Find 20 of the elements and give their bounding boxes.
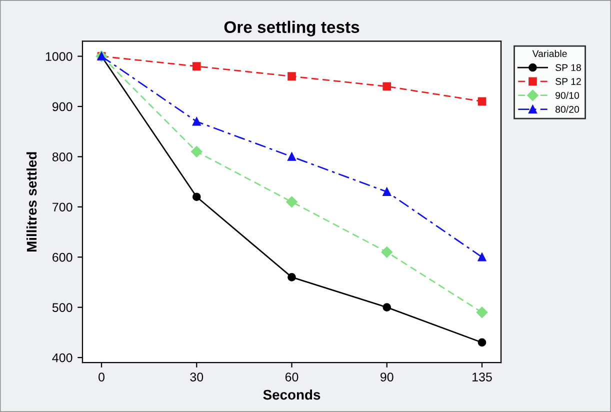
- x-axis-title: Seconds: [263, 389, 320, 400]
- legend-label: SP 18: [556, 64, 581, 72]
- y-tick-label: 800: [52, 152, 72, 162]
- y-tick-label: 600: [52, 252, 72, 262]
- legend-label: 80/20: [556, 106, 580, 113]
- x-tick-label: 0: [98, 372, 104, 382]
- legend-label: 90/10: [556, 92, 580, 99]
- chart-title: Ore settling tests: [224, 20, 360, 36]
- y-tick-label: 700: [52, 202, 72, 212]
- y-axis-title: Millitres settled: [26, 152, 37, 252]
- y-tick-label: 400: [52, 353, 72, 362]
- legend-label: SP 12: [556, 78, 581, 85]
- y-tick-label: 900: [52, 102, 72, 112]
- y-tick-label: 1000: [46, 52, 72, 61]
- legend-title: Variable: [532, 50, 567, 58]
- x-tick-label: 30: [190, 372, 204, 382]
- x-tick-label: 60: [285, 372, 298, 382]
- y-tick-label: 500: [52, 303, 72, 312]
- x-tick-label: 135: [472, 372, 492, 382]
- x-tick-label: 90: [380, 372, 394, 382]
